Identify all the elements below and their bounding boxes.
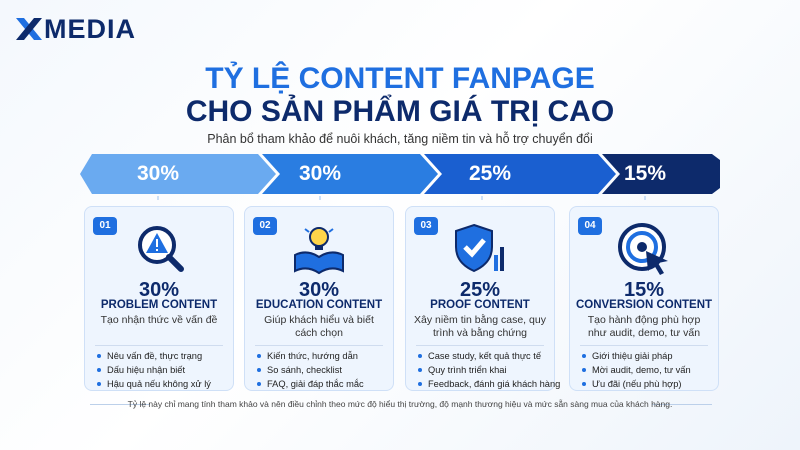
progress-label: 30% <box>136 162 180 185</box>
card-percent: 25% <box>459 279 501 301</box>
card-number: 02 <box>253 217 277 235</box>
card-title: EDUCATION CONTENT <box>255 299 383 311</box>
bullet-item: Case study, kết quả thực tế <box>418 349 560 363</box>
card-number: 03 <box>414 217 438 235</box>
divider <box>255 345 383 346</box>
title-line: TỶ LỆ CONTENT FANPAGE <box>205 62 595 95</box>
bullet-item: Hậu quả nếu không xử lý <box>97 377 211 391</box>
card-icon <box>294 227 344 275</box>
card-percent: 30% <box>138 279 180 301</box>
divider <box>652 404 712 405</box>
card: 01 30% PROBLEM CONTENT Tạo nhận thức về vấn… <box>84 206 234 391</box>
bullet-item: Kiến thức, hướng dẫn <box>257 349 364 363</box>
bullet-item: Mời audit, demo, tư vấn <box>582 363 691 377</box>
card-description: Tạo hành động phù hợp như audit, demo, t… <box>587 314 701 339</box>
progress-label: 15% <box>623 162 667 185</box>
bullet-item: FAQ, giải đáp thắc mắc <box>257 377 364 391</box>
bullet-item: Nêu vấn đề, thực trạng <box>97 349 211 363</box>
card-number: 01 <box>93 217 117 235</box>
bullet-item: Dấu hiệu nhận biết <box>97 363 211 377</box>
card-title: CONVERSION CONTENT <box>575 299 713 311</box>
subtitle: Phân bổ tham khảo để nuôi khách, tăng ni… <box>207 132 593 146</box>
card: 03 25% PROOF CONTENT Xây niềm tin bằng case… <box>405 206 560 391</box>
progress-label: 25% <box>468 162 512 185</box>
bullet-list: Case study, kết quả thực tế Quy trình tri… <box>418 349 560 391</box>
card-title: PROBLEM CONTENT <box>100 299 218 311</box>
bullet-list: Giới thiệu giải pháp Mời audit, demo, tư … <box>582 349 691 391</box>
card-percent: 15% <box>623 279 665 301</box>
progress-label: 30% <box>298 162 342 185</box>
card-percent: 30% <box>298 279 340 301</box>
card-description: Tạo nhận thức về vấn đề <box>100 314 218 326</box>
bullet-item: Giới thiệu giải pháp <box>582 349 691 363</box>
card-description: Xây niềm tin bằng case, quy trình và bằn… <box>414 314 546 339</box>
card-icon <box>138 226 184 272</box>
divider <box>95 345 223 346</box>
bullet-item: Quy trình triển khai <box>418 363 560 377</box>
footnote: Tỷ lệ này chỉ mang tính tham khảo và nên… <box>127 399 673 409</box>
divider <box>90 404 150 405</box>
card-icon <box>455 223 504 273</box>
card-description: Giúp khách hiểu và biết cách chọn <box>264 314 374 339</box>
logo-text: MEDIA <box>44 14 136 44</box>
divider <box>580 345 708 346</box>
progress-arrow <box>80 154 720 200</box>
card-title: PROOF CONTENT <box>430 299 530 311</box>
bullet-item: So sánh, checklist <box>257 363 364 377</box>
card-icon <box>618 223 668 275</box>
bullet-item: Feedback, đánh giá khách hàng <box>418 377 560 391</box>
bullet-list: Kiến thức, hướng dẫn So sánh, checklist FA… <box>257 349 364 391</box>
card: 04 15% CONVERSION CONTENT Tạo hành động phù… <box>569 206 719 391</box>
bullet-list: Nêu vấn đề, thực trạng Dấu hiệu nhận biết… <box>97 349 211 391</box>
logo-icon <box>16 18 42 40</box>
title-line: CHO SẢN PHẨM GIÁ TRỊ CAO <box>185 95 615 128</box>
divider <box>416 345 544 346</box>
card-number: 04 <box>578 217 602 235</box>
bullet-item: Ưu đãi (nếu phù hợp) <box>582 377 691 391</box>
card: 02 30% EDUCATION CONTENT Giúp khách hiểu và… <box>244 206 394 391</box>
